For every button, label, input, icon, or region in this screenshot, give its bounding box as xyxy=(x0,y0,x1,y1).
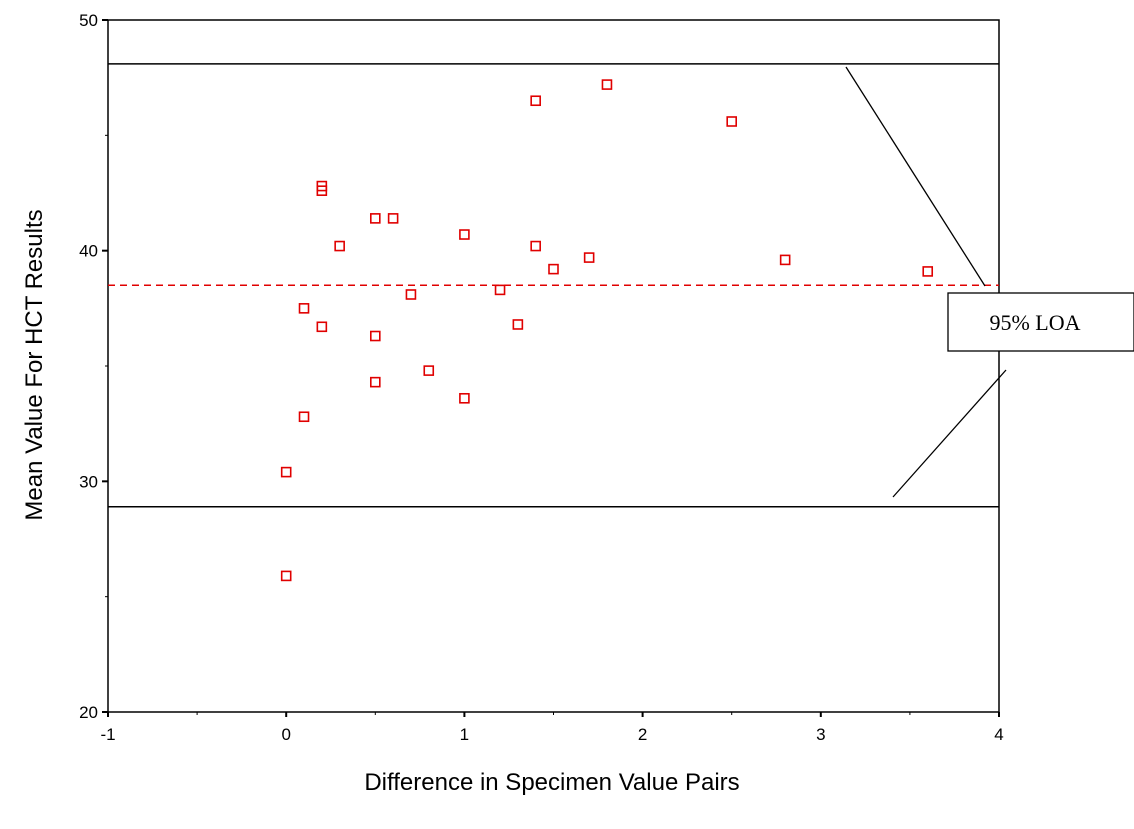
data-point xyxy=(369,330,381,342)
data-point xyxy=(369,376,381,388)
data-point xyxy=(405,289,417,300)
data-point xyxy=(779,254,791,266)
data-points xyxy=(280,79,934,582)
y-tick-label: 30 xyxy=(79,472,98,491)
data-point xyxy=(530,95,541,107)
data-point xyxy=(423,365,435,376)
x-tick-label: 3 xyxy=(816,725,825,744)
y-axis-ticks: 20 30 40 50 xyxy=(79,11,108,722)
plot-area xyxy=(107,19,1000,713)
data-point xyxy=(459,229,470,240)
data-point xyxy=(548,263,559,275)
annotation-leader-upper xyxy=(845,66,986,287)
data-point xyxy=(494,284,506,296)
data-point xyxy=(512,319,524,330)
y-axis-label: Mean Value For HCT Results xyxy=(21,209,48,520)
x-tick-label: -1 xyxy=(100,725,115,744)
data-point xyxy=(459,392,470,404)
x-tick-label: 0 xyxy=(281,725,290,744)
data-point xyxy=(334,240,345,252)
x-axis-label: Difference in Specimen Value Pairs xyxy=(364,769,739,796)
annotation-leader-lower xyxy=(892,369,1007,498)
annotation-box xyxy=(947,292,1134,352)
data-point xyxy=(316,321,328,333)
data-point xyxy=(298,303,310,314)
y-tick-label: 40 xyxy=(79,242,98,261)
data-point xyxy=(316,180,328,192)
data-point xyxy=(387,213,399,224)
y-tick-label: 50 xyxy=(79,11,98,30)
data-point xyxy=(726,116,738,127)
data-point xyxy=(298,411,310,423)
data-point xyxy=(922,266,934,277)
data-point xyxy=(369,213,381,224)
data-point xyxy=(530,240,541,252)
data-point xyxy=(280,466,292,478)
plot-frame xyxy=(107,19,1000,713)
annotation-label: 95% LOA xyxy=(989,310,1080,335)
x-tick-label: 1 xyxy=(460,725,469,744)
y-tick-label: 20 xyxy=(79,703,98,722)
x-tick-label: 4 xyxy=(994,725,1003,744)
data-point xyxy=(601,79,613,90)
data-point xyxy=(583,252,595,263)
annotation: 95% LOA xyxy=(845,66,1134,498)
x-axis-ticks: -1 0 1 2 3 4 xyxy=(100,712,1004,744)
x-tick-label: 2 xyxy=(638,725,647,744)
data-point xyxy=(280,570,292,582)
